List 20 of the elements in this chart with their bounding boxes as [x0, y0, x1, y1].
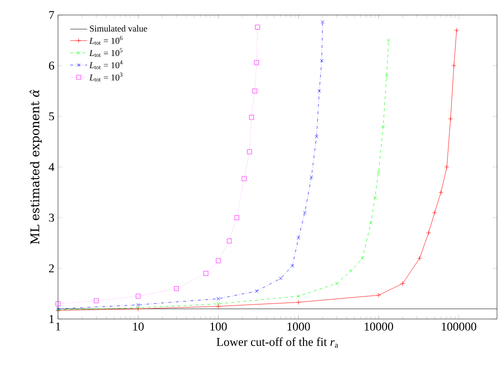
- legend-label: Simulated value: [90, 25, 148, 32]
- y-tick-label: 7: [49, 11, 54, 19]
- y-tick-label: 1: [50, 315, 54, 323]
- legend-label: L$_{tot}$ = 10$^{3}$: [89, 72, 122, 82]
- x-tick-label: 1: [56, 322, 60, 330]
- y-tick-label: 2: [49, 264, 54, 272]
- legend-label: L$_{tot}$ = 10$^{5}$: [89, 48, 122, 57]
- legend-label: L$_{tot}$ = 10$^{4}$: [89, 60, 123, 70]
- y-axis-title: ML estimated exponent α̂: [30, 90, 42, 244]
- y-tick-label: 6: [49, 62, 54, 70]
- x-tick-label: 100000: [442, 322, 476, 331]
- legend-label: L$_{tot}$ = 10$^{6}$: [89, 36, 122, 45]
- x-tick-label: 10000: [364, 322, 394, 331]
- x-tick-label: 100: [210, 322, 227, 331]
- y-tick-label: 4: [48, 163, 54, 171]
- x-axis-title: Lower cut-off of the fit r$_{a}$: [216, 337, 338, 348]
- x-tick-label: 1000: [288, 322, 310, 331]
- y-tick-label: 3: [49, 214, 54, 222]
- y-tick-label: 5: [49, 112, 54, 120]
- x-tick-label: 10: [133, 322, 144, 331]
